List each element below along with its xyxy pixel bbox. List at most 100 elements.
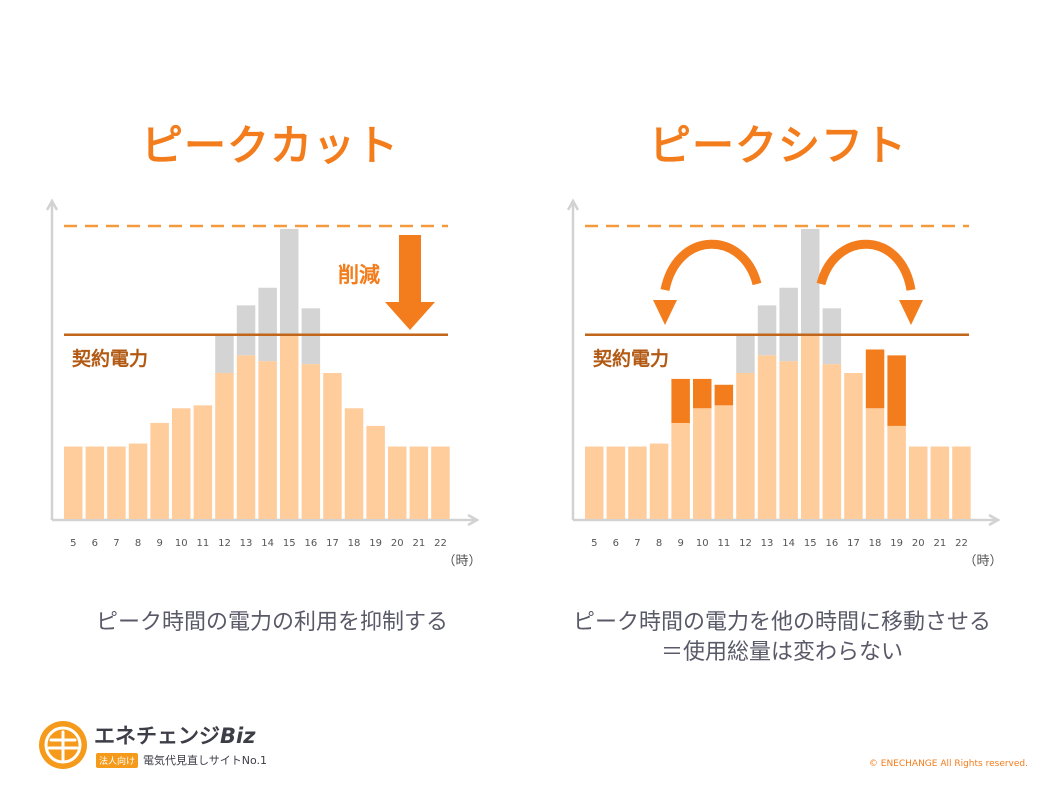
caption-peak-cut: ピーク時間の電力の利用を抑制する [95,610,448,635]
peak-shift-bar-9 [671,422,690,519]
caption-peak-shift: ピーク時間の電力を他の時間に移動させる ＝使用総量は変わらない [522,608,1042,668]
peak-cut-tick-7: 7 [113,538,119,549]
peak-shift-bar-5 [585,446,604,519]
peak-shift-bar-19 [887,425,906,519]
peak-shift-tick-20: 20 [912,538,925,549]
peak-cut-bar-8 [128,443,148,519]
peak-shift-bar-11 [714,405,734,519]
peak-cut-unit-label: （時） [442,554,481,569]
peak-shift-bar-shifted-19 [887,355,906,426]
peak-shift-tick-11: 11 [717,538,730,549]
copyright-text: © ENECHANGE All Rights reserved. [868,759,1028,769]
peak-shift-bar-excess-14 [779,287,798,362]
peak-cut-bar-16 [301,364,321,519]
logo-name: エネチェンジBiz [94,720,255,750]
peak-shift-tick-12: 12 [739,538,752,549]
peak-cut-tick-8: 8 [135,538,141,549]
peak-cut-bar-17 [323,373,342,519]
peak-shift-bar-excess-15 [801,228,820,335]
peak-shift-bar-shifted-9 [671,378,690,423]
peak-shift-bar-20 [909,446,928,519]
peak-shift-tick-18: 18 [869,538,882,549]
peak-shift-shift-arrowhead-right-icon [899,300,923,325]
peak-cut-tick-21: 21 [412,538,425,549]
peak-shift-bar-excess-16 [822,308,842,365]
peak-cut-bar-13 [236,355,256,519]
peak-cut-bar-excess-12 [215,334,234,373]
peak-shift-unit-label: （時） [963,554,1002,569]
peak-cut-bar-18 [344,408,364,519]
enechange-biz-logo[interactable]: エネチェンジBiz 法人向け 電気代見直しサイトNo.1 [36,716,276,776]
logo-mark-icon [39,721,87,769]
peak-shift-tick-17: 17 [847,538,860,549]
peak-cut-tick-6: 6 [92,538,98,549]
peak-shift-tick-22: 22 [955,538,968,549]
peak-shift-bar-14 [779,361,798,519]
peak-cut-bar-excess-16 [301,308,321,365]
peak-cut-tick-15: 15 [283,538,296,549]
peak-shift-tick-7: 7 [634,538,640,549]
peak-cut-tick-10: 10 [175,538,188,549]
peak-cut-bar-15 [280,334,299,519]
peak-cut-tick-22: 22 [434,538,447,549]
peak-shift-tick-14: 14 [782,538,795,549]
peak-cut-contract-label: 契約電力 [71,347,148,370]
peak-cut-bar-5 [64,446,83,519]
peak-cut-down-arrow-icon [385,235,435,330]
peak-cut-bar-excess-13 [236,305,256,356]
peak-shift-bar-7 [628,446,647,519]
peak-shift-bar-13 [757,355,777,519]
peak-shift-chart: 5 6 7 8 9 10 11 12 13 14 15 16 17 18 19 20 21 22 契約電力 （時） [566,198,1003,569]
peak-cut-tick-19: 19 [369,538,382,549]
peak-shift-bar-18 [865,408,885,519]
peak-cut-tick-14: 14 [261,538,274,549]
caption-peak-shift-line2: ＝使用総量は変わらない [660,640,903,665]
peak-shift-bar-6 [606,446,626,519]
peak-shift-bar-excess-12 [736,334,755,373]
peak-cut-reduction-label: 削減 [338,263,380,287]
peak-shift-bar-16 [822,364,842,519]
peak-cut-tick-5: 5 [70,538,76,549]
peak-cut-bar-9 [150,422,169,519]
peak-shift-bar-17 [844,373,863,519]
logo-name-text: エネチェンジ [94,724,220,748]
peak-shift-tick-16: 16 [825,538,838,549]
peak-shift-shift-arrow-left-icon [660,239,762,292]
peak-shift-contract-label: 契約電力 [592,347,669,370]
logo-biz-text: Biz [220,724,256,748]
peak-cut-tick-17: 17 [326,538,339,549]
peak-shift-bar-shifted-11 [714,384,734,406]
peak-shift-bar-12 [736,373,755,519]
peak-cut-bar-excess-15 [280,228,299,335]
logo-badge: 法人向け [96,752,139,768]
peak-cut-bar-21 [409,446,429,519]
peak-cut-bar-20 [388,446,407,519]
peak-shift-shift-arrow-right-icon [816,239,916,291]
peak-shift-bar-21 [930,446,950,519]
peak-cut-bar-22 [431,446,450,519]
peak-cut-x-axis-arrow [467,513,480,527]
peak-shift-tick-10: 10 [696,538,709,549]
peak-cut-tick-13: 13 [240,538,253,549]
peak-cut-bar-7 [107,446,126,519]
peak-cut-y-axis-arrow [45,198,59,211]
peak-shift-shift-arrowhead-left-icon [653,300,677,325]
peak-shift-bar-10 [693,408,712,519]
peak-cut-tick-11: 11 [196,538,209,549]
peak-shift-tick-5: 5 [591,538,597,549]
peak-shift-tick-13: 13 [761,538,774,549]
peak-cut-bar-6 [85,446,105,519]
peak-shift-tick-9: 9 [677,538,683,549]
peak-cut-bar-14 [258,361,277,519]
peak-cut-tick-9: 9 [156,538,162,549]
peak-cut-tick-16: 16 [304,538,317,549]
peak-shift-tick-19: 19 [890,538,903,549]
peak-cut-bar-19 [366,425,385,519]
peak-shift-tick-21: 21 [933,538,946,549]
peak-cut-tick-20: 20 [391,538,404,549]
peak-cut-bar-12 [215,373,234,519]
peak-cut-bar-excess-14 [258,287,277,362]
peak-cut-bar-11 [193,405,213,519]
peak-cut-bar-10 [172,408,191,519]
peak-shift-bar-shifted-18 [865,349,885,409]
